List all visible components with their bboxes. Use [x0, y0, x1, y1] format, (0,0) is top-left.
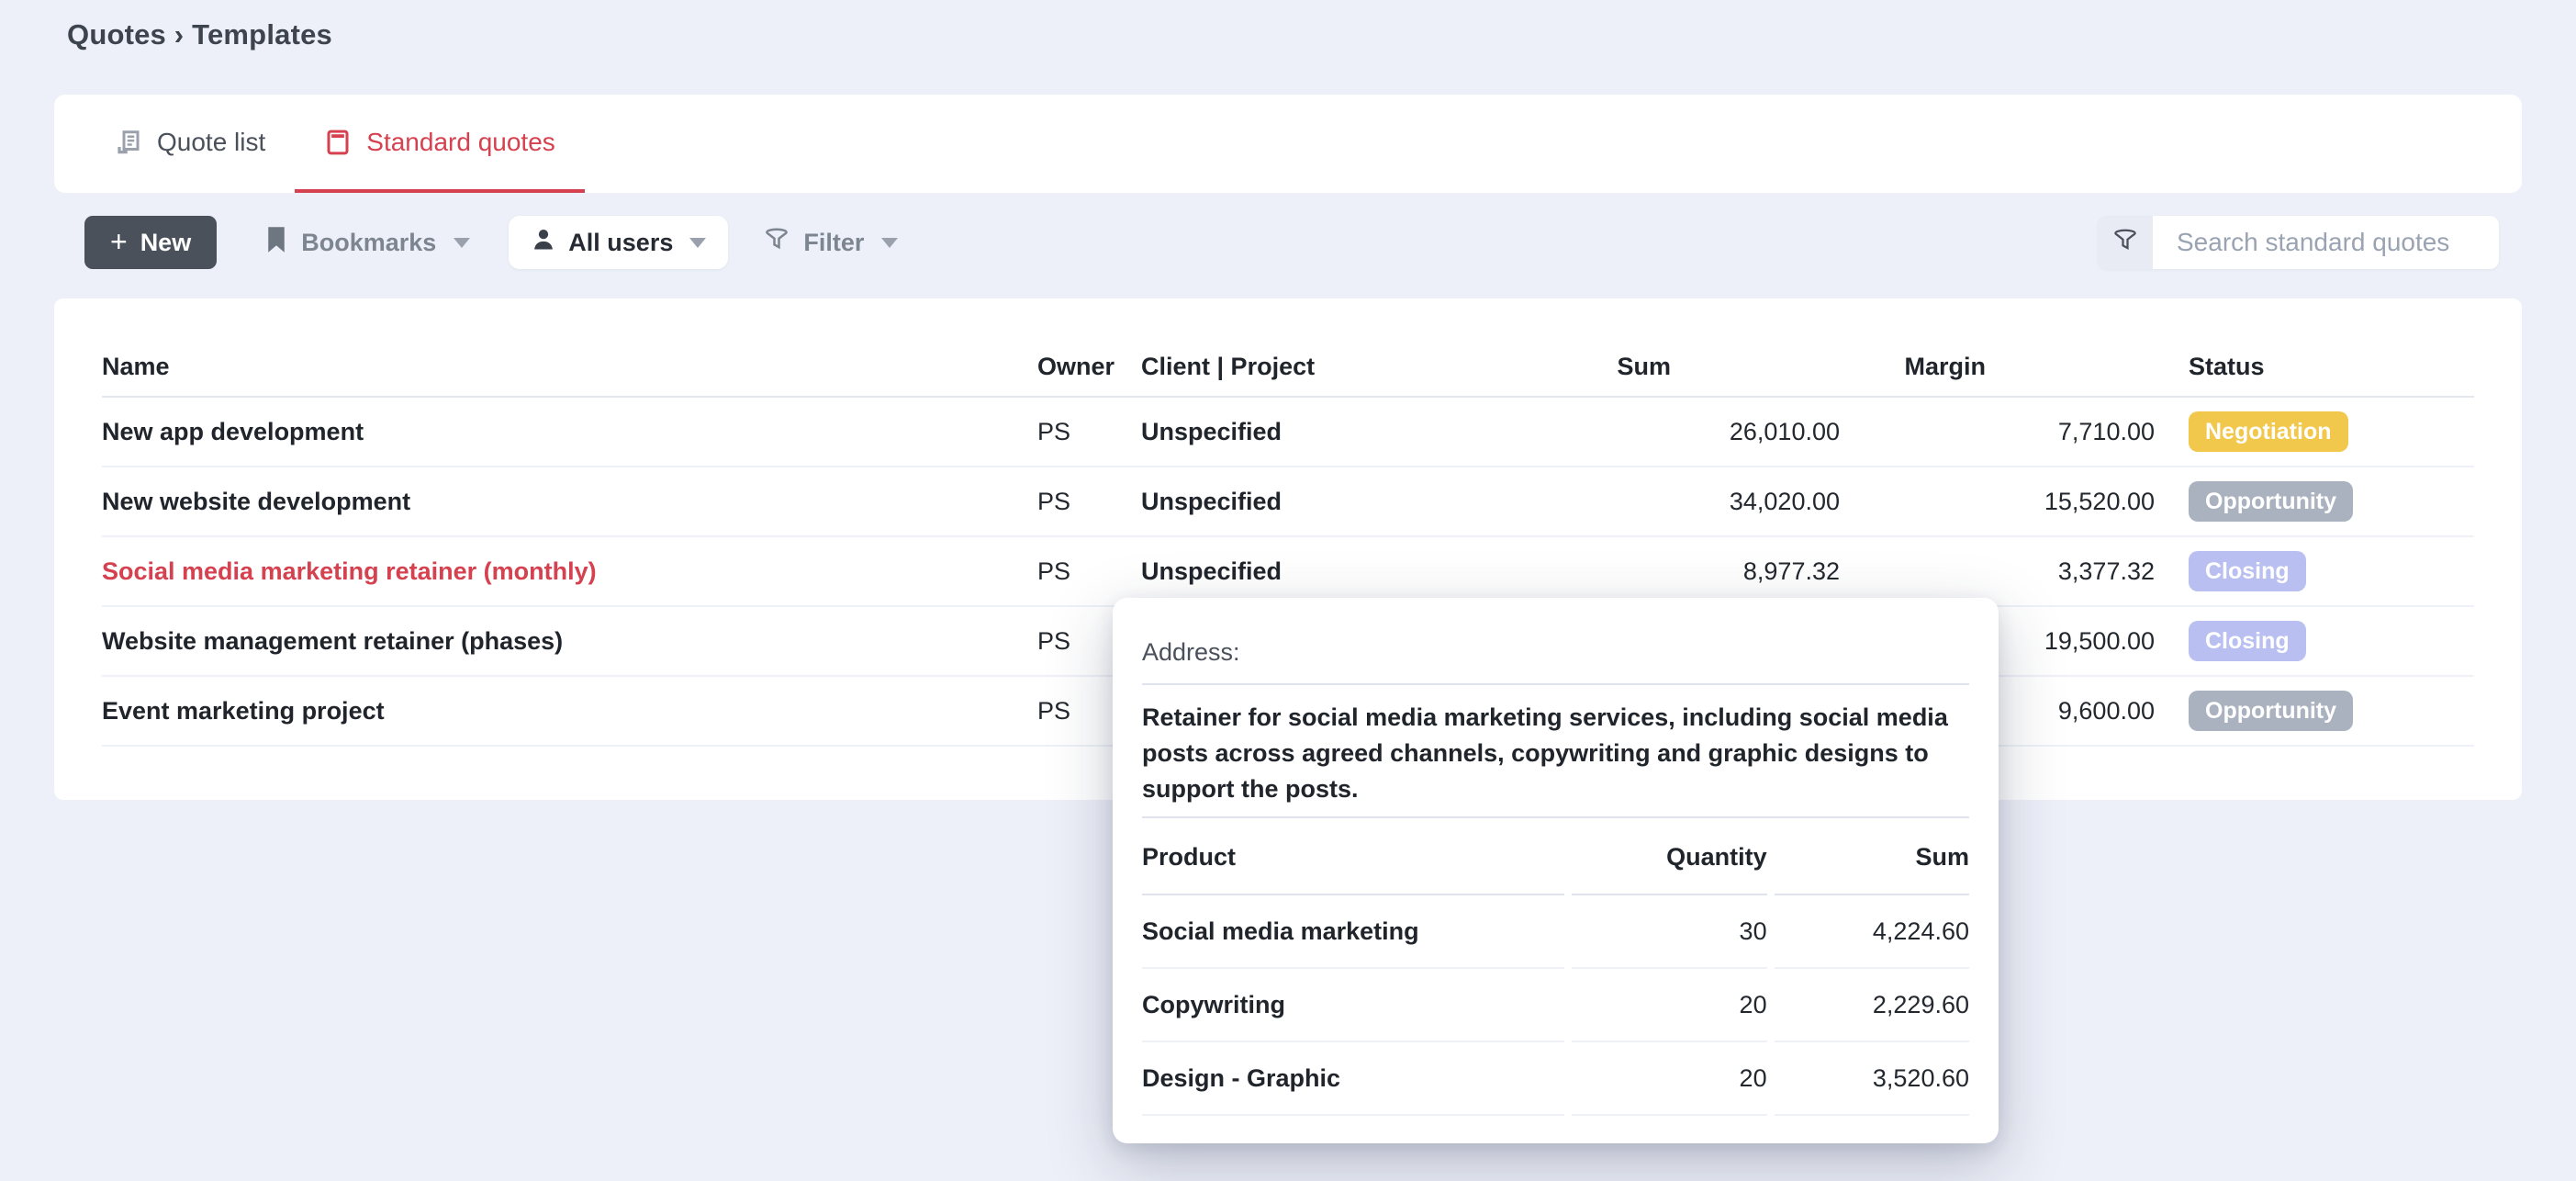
bookmarks-label: Bookmarks: [301, 229, 436, 257]
client-project-cell: Unspecified: [1141, 418, 1508, 446]
client-project-cell: Unspecified: [1141, 557, 1508, 586]
search-bar: [2098, 216, 2499, 269]
sum-cell: 8,977.32: [1508, 557, 1840, 586]
column-header-product: Product: [1142, 818, 1564, 895]
line-sum-cell: 2,229.60: [1775, 969, 1969, 1042]
line-sum-cell: 3,520.60: [1775, 1042, 1969, 1116]
client-project-cell: Unspecified: [1141, 488, 1508, 516]
search-input[interactable]: [2153, 216, 2499, 269]
tab-standard-quotes-label: Standard quotes: [366, 128, 555, 157]
screen: Quotes › Templates Quote list Standard q…: [0, 0, 2576, 1181]
column-header-owner[interactable]: Owner: [1037, 353, 1141, 381]
standard-quotes-icon: [324, 129, 352, 156]
status-badge: Closing: [2189, 621, 2306, 662]
table-row[interactable]: Social media marketing retainer (monthly…: [102, 537, 2474, 607]
funnel-icon: [2111, 227, 2139, 259]
filter-funnel-icon: [763, 226, 790, 260]
column-header-line-sum: Sum: [1775, 818, 1969, 895]
sum-cell: 34,020.00: [1508, 488, 1840, 516]
status-cell: Closing: [2155, 551, 2474, 592]
quote-description: Retainer for social media marketing serv…: [1142, 700, 1969, 807]
tab-bar: Quote list Standard quotes: [54, 95, 2522, 193]
column-header-status[interactable]: Status: [2155, 353, 2474, 381]
table-header-row: Name Owner Client | Project Sum Margin S…: [102, 298, 2474, 398]
status-badge: Closing: [2189, 551, 2306, 592]
status-badge: Negotiation: [2189, 411, 2348, 453]
margin-cell: 15,520.00: [1840, 488, 2155, 516]
line-items-body: Social media marketing 30 4,224.60 Copyw…: [1142, 895, 1969, 1116]
chevron-down-icon: [454, 238, 470, 248]
column-header-client-project[interactable]: Client | Project: [1141, 353, 1508, 381]
owner-cell: PS: [1037, 557, 1141, 586]
quote-name-link[interactable]: New website development: [102, 488, 1037, 516]
chevron-down-icon: [881, 238, 898, 248]
owner-cell: PS: [1037, 418, 1141, 446]
filter-label: Filter: [803, 229, 864, 257]
status-cell: Opportunity: [2155, 481, 2474, 523]
quote-name-link[interactable]: Event marketing project: [102, 697, 1037, 725]
quote-name-link[interactable]: New app development: [102, 418, 1037, 446]
column-header-name[interactable]: Name: [102, 353, 1037, 381]
sum-cell: 26,010.00: [1508, 418, 1840, 446]
margin-cell: 3,377.32: [1840, 557, 2155, 586]
status-cell: Negotiation: [2155, 411, 2474, 453]
product-cell: Design - Graphic: [1142, 1042, 1564, 1116]
status-badge: Opportunity: [2189, 481, 2353, 523]
table-row[interactable]: New website development PS Unspecified 3…: [102, 467, 2474, 537]
users-label: All users: [568, 229, 673, 257]
divider: [1142, 683, 1969, 685]
breadcrumb: Quotes › Templates: [67, 18, 332, 51]
column-header-margin[interactable]: Margin: [1840, 353, 2155, 381]
chevron-down-icon: [689, 238, 706, 248]
line-items-header-row: Product Quantity Sum: [1142, 818, 1969, 895]
tab-quote-list-label: Quote list: [157, 128, 265, 157]
quantity-cell: 20: [1572, 969, 1766, 1042]
quote-name-link[interactable]: Website management retainer (phases): [102, 627, 1037, 656]
filter-dropdown[interactable]: Filter: [763, 226, 898, 260]
margin-cell: 7,710.00: [1840, 418, 2155, 446]
search-filter-button[interactable]: [2098, 216, 2153, 269]
address-label: Address:: [1142, 638, 1969, 667]
line-items-table: Product Quantity Sum Social media market…: [1135, 818, 1977, 1116]
toolbar: + New Bookmarks All users: [84, 216, 898, 269]
line-sum-cell: 4,224.60: [1775, 895, 1969, 969]
new-button[interactable]: + New: [84, 216, 217, 269]
quantity-cell: 30: [1572, 895, 1766, 969]
status-cell: Closing: [2155, 621, 2474, 662]
line-item-row: Social media marketing 30 4,224.60: [1142, 895, 1969, 969]
status-cell: Opportunity: [2155, 691, 2474, 732]
tab-quote-list[interactable]: Quote list: [85, 95, 295, 193]
tab-standard-quotes[interactable]: Standard quotes: [295, 95, 585, 193]
bookmarks-dropdown[interactable]: Bookmarks: [264, 226, 470, 260]
quote-preview-popover: Address: Retainer for social media marke…: [1113, 598, 1999, 1143]
product-cell: Copywriting: [1142, 969, 1564, 1042]
plus-icon: +: [110, 227, 128, 256]
status-badge: Opportunity: [2189, 691, 2353, 732]
column-header-sum[interactable]: Sum: [1508, 353, 1840, 381]
bookmark-icon: [264, 226, 288, 260]
quote-list-icon: [115, 129, 142, 156]
quote-name-link[interactable]: Social media marketing retainer (monthly…: [102, 557, 1037, 586]
quantity-cell: 20: [1572, 1042, 1766, 1116]
owner-cell: PS: [1037, 488, 1141, 516]
table-row[interactable]: New app development PS Unspecified 26,01…: [102, 398, 2474, 467]
new-button-label: New: [140, 229, 192, 257]
line-item-row: Design - Graphic 20 3,520.60: [1142, 1042, 1969, 1116]
product-cell: Social media marketing: [1142, 895, 1564, 969]
user-icon: [531, 227, 556, 259]
users-dropdown[interactable]: All users: [509, 216, 728, 269]
column-header-quantity: Quantity: [1572, 818, 1766, 895]
line-item-row: Copywriting 20 2,229.60: [1142, 969, 1969, 1042]
